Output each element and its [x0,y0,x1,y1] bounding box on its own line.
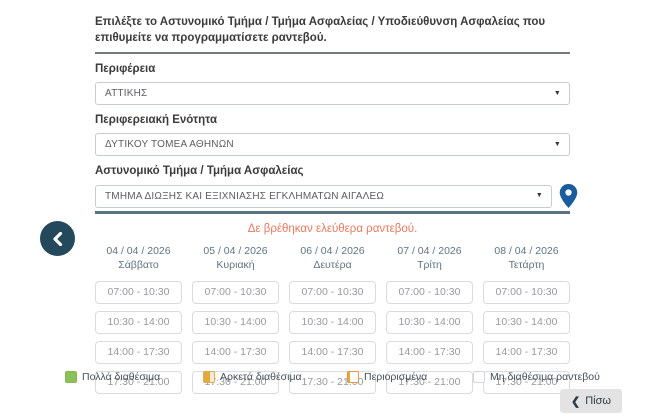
time-slot[interactable]: 14:00 - 17:30 [483,340,570,364]
time-slot[interactable]: 14:00 - 17:30 [192,340,279,364]
map-pin-icon[interactable] [559,184,578,209]
legend-item-many: Πολλά διαθέσιμα [65,371,203,383]
time-slot[interactable]: 17:30 - 21:00 [95,370,182,394]
day-date: 05 / 04 / 2026 [203,245,268,258]
time-slot[interactable]: 17:30 - 21:00 [483,370,570,394]
amber-swatch-icon [203,371,215,383]
time-slot[interactable]: 14:00 - 17:30 [289,340,376,364]
no-appointments-message: Δε βρέθηκαν ελεύθερα ραντεβού. [247,223,418,236]
previous-week-button[interactable] [40,221,75,256]
department-label: Αστυνομικό Τμήμα / Τμήμα Ασφαλείας [95,165,304,178]
regional-unit-label: Περιφερειακή Ενότητα [95,114,218,127]
chevron-down-icon: ▼ [553,89,561,97]
calendar-day-column: 08 / 04 / 2026 Τετάρτη 07:00 - 10:30 10:… [483,244,570,400]
chevron-left-icon [52,231,62,246]
day-header: 08 / 04 / 2026 Τετάρτη [483,244,570,272]
chevron-down-icon: ▼ [535,192,543,200]
time-slot[interactable]: 07:00 - 10:30 [192,280,279,304]
legend-item-some: Αρκετά διαθέσιμα [203,371,347,383]
department-select[interactable]: ΤΜΗΜΑ ΔΙΩΞΗΣ ΚΑΙ ΕΞΙΧΝΙΑΣΗΣ ΕΓΚΛΗΜΑΤΩΝ Α… [95,184,552,208]
day-date: 04 / 04 / 2026 [106,245,171,258]
section-divider [95,211,570,215]
day-date: 06 / 04 / 2026 [300,245,365,258]
legend-label: Μη διαθέσιμα ραντεβού [490,371,600,383]
legend-label: Πολλά διαθέσιμα [82,371,161,383]
green-swatch-icon [65,371,77,383]
day-header: 06 / 04 / 2026 Δευτέρα [289,244,376,272]
chevron-down-icon: ▼ [553,140,561,148]
day-weekday: Κυριακή [216,259,255,272]
day-weekday: Τετάρτη [508,259,545,272]
title-divider [95,52,570,55]
page-title: Επιλέξτε το Αστυνομικό Τμήμα / Τμήμα Ασφ… [95,16,546,45]
back-button-label: Πίσω [585,395,611,407]
time-slot[interactable]: 07:00 - 10:30 [95,280,182,304]
day-header: 07 / 04 / 2026 Τρίτη [386,244,473,272]
legend-label: Περιορισμένα [364,371,428,383]
time-slot[interactable]: 10:30 - 14:00 [95,310,182,334]
white-swatch-icon [473,371,485,383]
day-date: 08 / 04 / 2026 [494,245,559,258]
department-row: ΤΜΗΜΑ ΔΙΩΞΗΣ ΚΑΙ ΕΞΙΧΝΙΑΣΗΣ ΕΓΚΛΗΜΑΤΩΝ Α… [95,184,578,209]
region-select[interactable]: ΑΤΤΙΚΗΣ ▼ [95,82,570,106]
regional-unit-select-value: ΔΥΤΙΚΟΥ ΤΟΜΕΑ ΑΘΗΝΩΝ [105,139,234,151]
back-button[interactable]: ❮ Πίσω [560,389,622,413]
region-select-value: ΑΤΤΙΚΗΣ [105,88,148,100]
time-slot[interactable]: 10:30 - 14:00 [289,310,376,334]
chevron-left-icon: ❮ [571,395,581,408]
regional-unit-select[interactable]: ΔΥΤΙΚΟΥ ΤΟΜΕΑ ΑΘΗΝΩΝ ▼ [95,133,570,157]
time-slot[interactable]: 10:30 - 14:00 [483,310,570,334]
time-slot[interactable]: 07:00 - 10:30 [289,280,376,304]
calendar-day-column: 06 / 04 / 2026 Δευτέρα 07:00 - 10:30 10:… [289,244,376,400]
calendar-day-column: 04 / 04 / 2026 Σάββατο 07:00 - 10:30 10:… [95,244,182,400]
time-slot[interactable]: 17:30 - 21:00 [386,370,473,394]
legend-item-limited: Περιορισμένα [347,371,473,383]
department-select-value: ΤΜΗΜΑ ΔΙΩΞΗΣ ΚΑΙ ΕΞΙΧΝΙΑΣΗΣ ΕΓΚΛΗΜΑΤΩΝ Α… [105,190,385,202]
day-header: 05 / 04 / 2026 Κυριακή [192,244,279,272]
legend-label: Αρκετά διαθέσιμα [220,371,302,383]
day-weekday: Σάββατο [118,259,159,272]
time-slot[interactable]: 10:30 - 14:00 [192,310,279,334]
day-date: 07 / 04 / 2026 [397,245,462,258]
time-slot[interactable]: 14:00 - 17:30 [95,340,182,364]
time-slot[interactable]: 14:00 - 17:30 [386,340,473,364]
time-slot[interactable]: 07:00 - 10:30 [386,280,473,304]
calendar-day-column: 05 / 04 / 2026 Κυριακή 07:00 - 10:30 10:… [192,244,279,400]
calendar-grid: 04 / 04 / 2026 Σάββατο 07:00 - 10:30 10:… [95,244,570,400]
legend-item-none: Μη διαθέσιμα ραντεβού [473,371,600,383]
main-content: Επιλέξτε το Αστυνομικό Τμήμα / Τμήμα Ασφ… [95,14,578,401]
time-slot[interactable]: 10:30 - 14:00 [386,310,473,334]
time-slot[interactable]: 07:00 - 10:30 [483,280,570,304]
region-label: Περιφέρεια [95,63,156,76]
day-weekday: Τρίτη [417,259,442,272]
day-header: 04 / 04 / 2026 Σάββατο [95,244,182,272]
day-weekday: Δευτέρα [313,259,352,272]
availability-legend: Πολλά διαθέσιμα Αρκετά διαθέσιμα Περιορι… [65,371,600,383]
calendar-day-column: 07 / 04 / 2026 Τρίτη 07:00 - 10:30 10:30… [386,244,473,400]
amber-outline-swatch-icon [347,371,359,383]
